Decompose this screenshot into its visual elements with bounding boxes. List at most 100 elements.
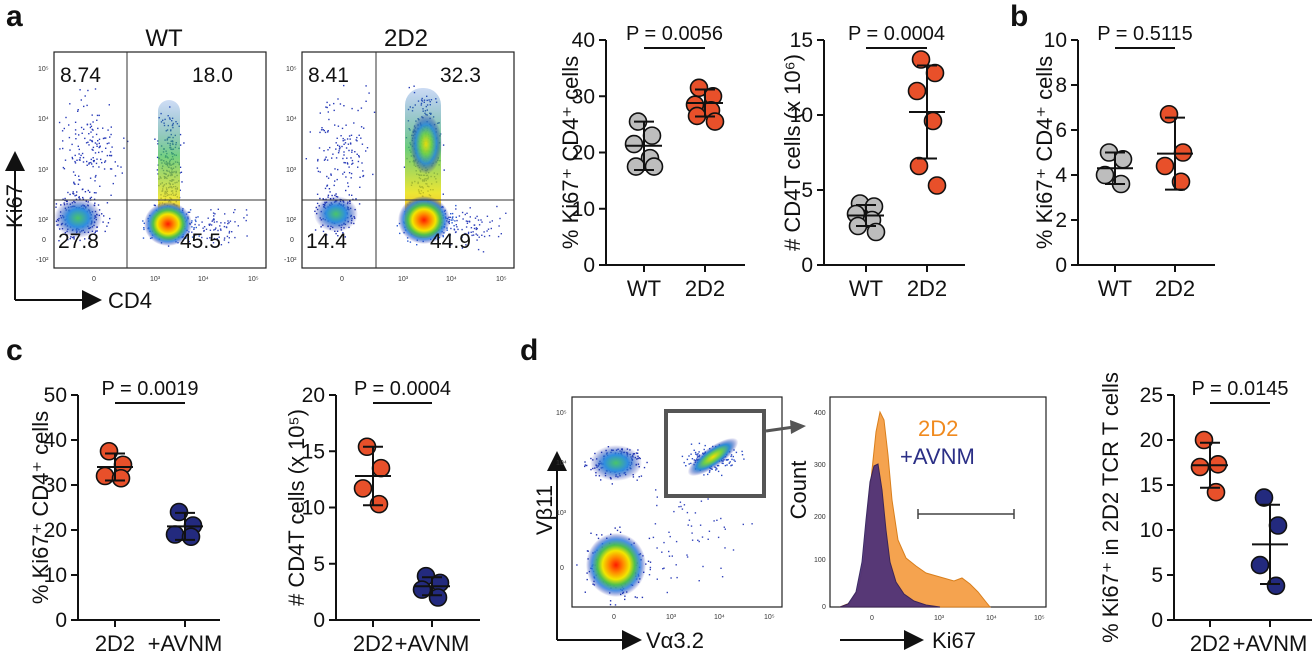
flow-event-dot — [201, 221, 203, 223]
flow-event-dot — [319, 131, 321, 134]
flow-event-dot — [442, 235, 444, 238]
flow-event-dot — [399, 232, 401, 235]
flow-event-dot — [688, 455, 690, 457]
flow-event-dot — [681, 455, 684, 458]
flow-event-dot — [333, 184, 335, 187]
legend-avnm: +AVNM — [900, 444, 975, 469]
flow-event-dot — [334, 194, 336, 197]
flow-event-dot — [475, 233, 477, 235]
flow-event-dot — [73, 182, 75, 185]
flow-event-dot — [188, 240, 190, 243]
flow-event-dot — [214, 246, 216, 248]
flow-plot-2d2: 2D2 8.41 32.3 14.4 44.9 10⁵ 10⁴ 10³ 10² … — [284, 25, 515, 283]
flow-event-dot — [106, 154, 109, 157]
flow-event-dot — [465, 226, 468, 228]
flow-event-dot — [357, 166, 359, 168]
flow-event-dot — [316, 193, 319, 195]
flow-event-dot — [646, 461, 648, 464]
flow-event-dot — [347, 143, 350, 145]
flow-event-dot — [464, 213, 466, 216]
flow-event-dot — [97, 127, 99, 130]
flow-event-dot — [648, 537, 651, 540]
flow-event-dot — [345, 124, 347, 126]
flow-event-dot — [74, 195, 76, 197]
flow-event-dot — [619, 531, 622, 533]
y-tick-label: 5 — [801, 179, 813, 202]
flow-tick: 10⁴ — [556, 460, 567, 467]
flow-tick: 0 — [340, 276, 344, 283]
flow-event-dot — [343, 84, 345, 87]
flow-event-dot — [228, 237, 230, 239]
flow-event-dot — [213, 218, 215, 220]
flow-tick: 10⁴ — [286, 116, 297, 123]
flow-event-dot — [203, 226, 206, 228]
flow-event-dot — [73, 193, 75, 195]
y-tick-label: 5 — [1151, 564, 1163, 587]
flow-event-dot — [81, 188, 84, 191]
flow-event-dot — [461, 236, 463, 238]
flow-event-dot — [334, 180, 336, 182]
flow-event-dot — [234, 209, 236, 211]
flow-event-dot — [700, 500, 703, 502]
flow-event-dot — [707, 538, 709, 540]
flow-event-dot — [590, 468, 592, 471]
data-point — [428, 588, 448, 607]
flow-event-dot — [331, 157, 333, 159]
flow-event-dot — [731, 464, 733, 466]
flow-event-dot — [690, 453, 692, 455]
flow-event-dot — [327, 130, 329, 132]
flow-event-dot — [708, 530, 711, 532]
flow-event-dot — [234, 236, 236, 239]
flow-event-dot — [350, 143, 352, 145]
flow-event-dot — [328, 188, 331, 190]
flow-a-y-axis-label: Ki67 — [2, 184, 27, 228]
flow-event-dot — [340, 135, 342, 137]
flow-event-dot — [337, 235, 339, 237]
p-value-label: P = 0.0056 — [626, 23, 723, 45]
flow-event-dot — [701, 536, 704, 538]
hist-tick: 10⁴ — [986, 615, 997, 622]
y-tick-label: 0 — [55, 609, 67, 632]
flow-event-dot — [351, 163, 353, 165]
flow-tick: 10³ — [286, 167, 297, 174]
ki67-histogram: 2D2 +AVNM 400 300 200 100 0 0 10³ 10⁴ 10… — [786, 396, 1047, 653]
flow-event-dot — [231, 231, 233, 233]
flow-event-dot — [481, 234, 483, 236]
flow-event-dot — [322, 230, 325, 233]
flow-event-dot — [325, 234, 328, 236]
flow-event-dot — [476, 215, 478, 218]
flow-event-dot — [697, 539, 699, 541]
flow-event-dot — [698, 540, 700, 543]
flow-event-dot — [65, 116, 67, 119]
flow-event-dot — [77, 145, 79, 147]
y-tick-label: 0 — [313, 609, 325, 632]
y-tick-label: 15 — [790, 29, 813, 52]
data-point — [1155, 156, 1175, 176]
flow-event-dot — [95, 174, 97, 177]
flow-event-dot — [74, 154, 76, 157]
y-tick-label: 20 — [1140, 429, 1163, 452]
flow-event-dot — [191, 220, 193, 222]
flow-event-dot — [93, 159, 95, 162]
data-point — [111, 468, 131, 488]
flow-event-dot — [193, 227, 195, 229]
flow-event-dot — [188, 211, 191, 213]
flow-event-dot — [201, 236, 203, 239]
flow-event-dot — [120, 166, 122, 168]
data-point — [1250, 555, 1270, 575]
flow-event-dot — [68, 136, 71, 139]
flow-event-dot — [88, 163, 90, 165]
flow-event-dot — [654, 523, 657, 525]
flow-event-dot — [71, 156, 73, 159]
y-tick-label: 0 — [801, 254, 813, 277]
flow-event-dot — [246, 235, 248, 237]
flow-event-dot — [709, 470, 711, 472]
flow-event-dot — [348, 135, 351, 137]
data-point — [925, 63, 945, 83]
flow-event-dot — [676, 576, 678, 579]
flow-tick: 10⁴ — [198, 276, 209, 283]
flow-event-dot — [396, 225, 398, 227]
flow-event-dot — [349, 142, 352, 144]
flow-event-dot — [350, 134, 353, 136]
flow-event-dot — [341, 127, 344, 130]
